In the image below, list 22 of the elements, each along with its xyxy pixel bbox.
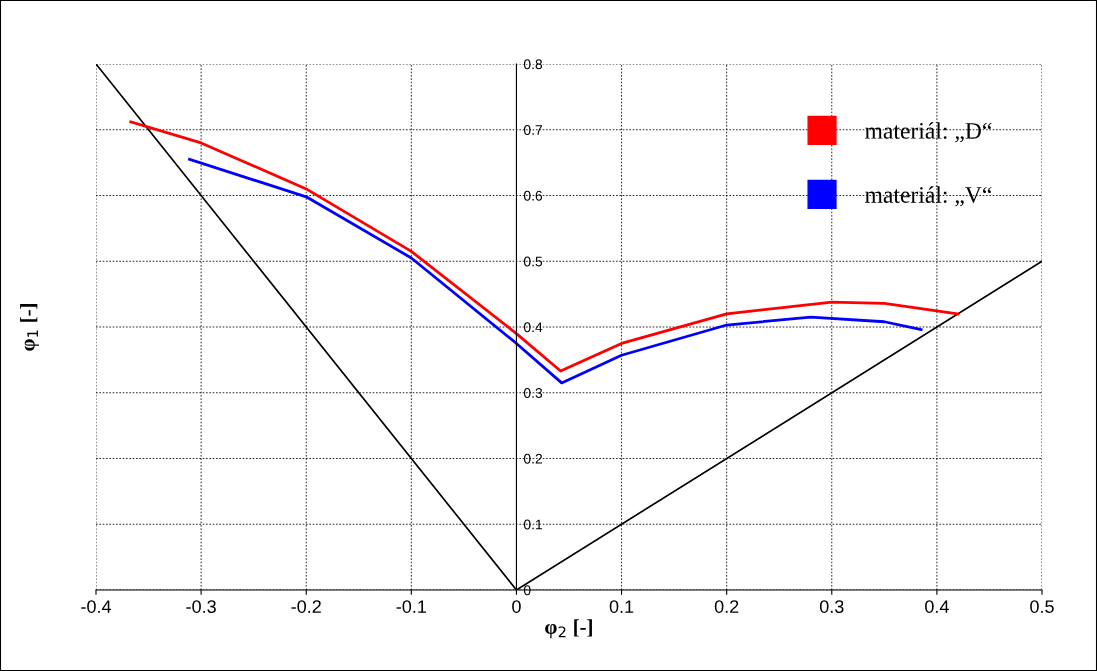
legend-label: materiál: „V“ — [865, 186, 992, 207]
x-tick-label: 0.2 — [714, 600, 739, 613]
legend-label: materiál: „D“ — [865, 122, 992, 143]
y-tick-label: 0.2 — [523, 453, 542, 464]
y-tick-label: 0.7 — [523, 125, 542, 135]
y-tick-label: 0.5 — [523, 256, 543, 267]
y-tick-label: 0.1 — [523, 519, 543, 530]
y-tick-label: 0.4 — [523, 322, 543, 333]
x-tick-label: -0.3 — [186, 600, 216, 613]
x-tick-label: 0.4 — [925, 600, 949, 613]
x-tick-label: -0.4 — [81, 600, 112, 613]
y-axis-title: φ$_{1}$ [-] — [20, 304, 39, 351]
x-tick-label: -0.1 — [396, 600, 427, 613]
y-tick-label: 0.3 — [523, 388, 543, 398]
x-axis-title: φ$_{2}$ [-] — [545, 619, 592, 639]
x-tick-label: 0.3 — [819, 600, 844, 613]
x-tick-label: 0.5 — [1030, 600, 1054, 613]
x-tick-label: 0.1 — [609, 600, 634, 613]
y-tick-label: 0.8 — [523, 59, 543, 70]
y-tick-label: 0.6 — [523, 190, 543, 201]
x-tick-label: -0.2 — [291, 600, 321, 613]
x-tick-label: 0 — [512, 600, 521, 613]
